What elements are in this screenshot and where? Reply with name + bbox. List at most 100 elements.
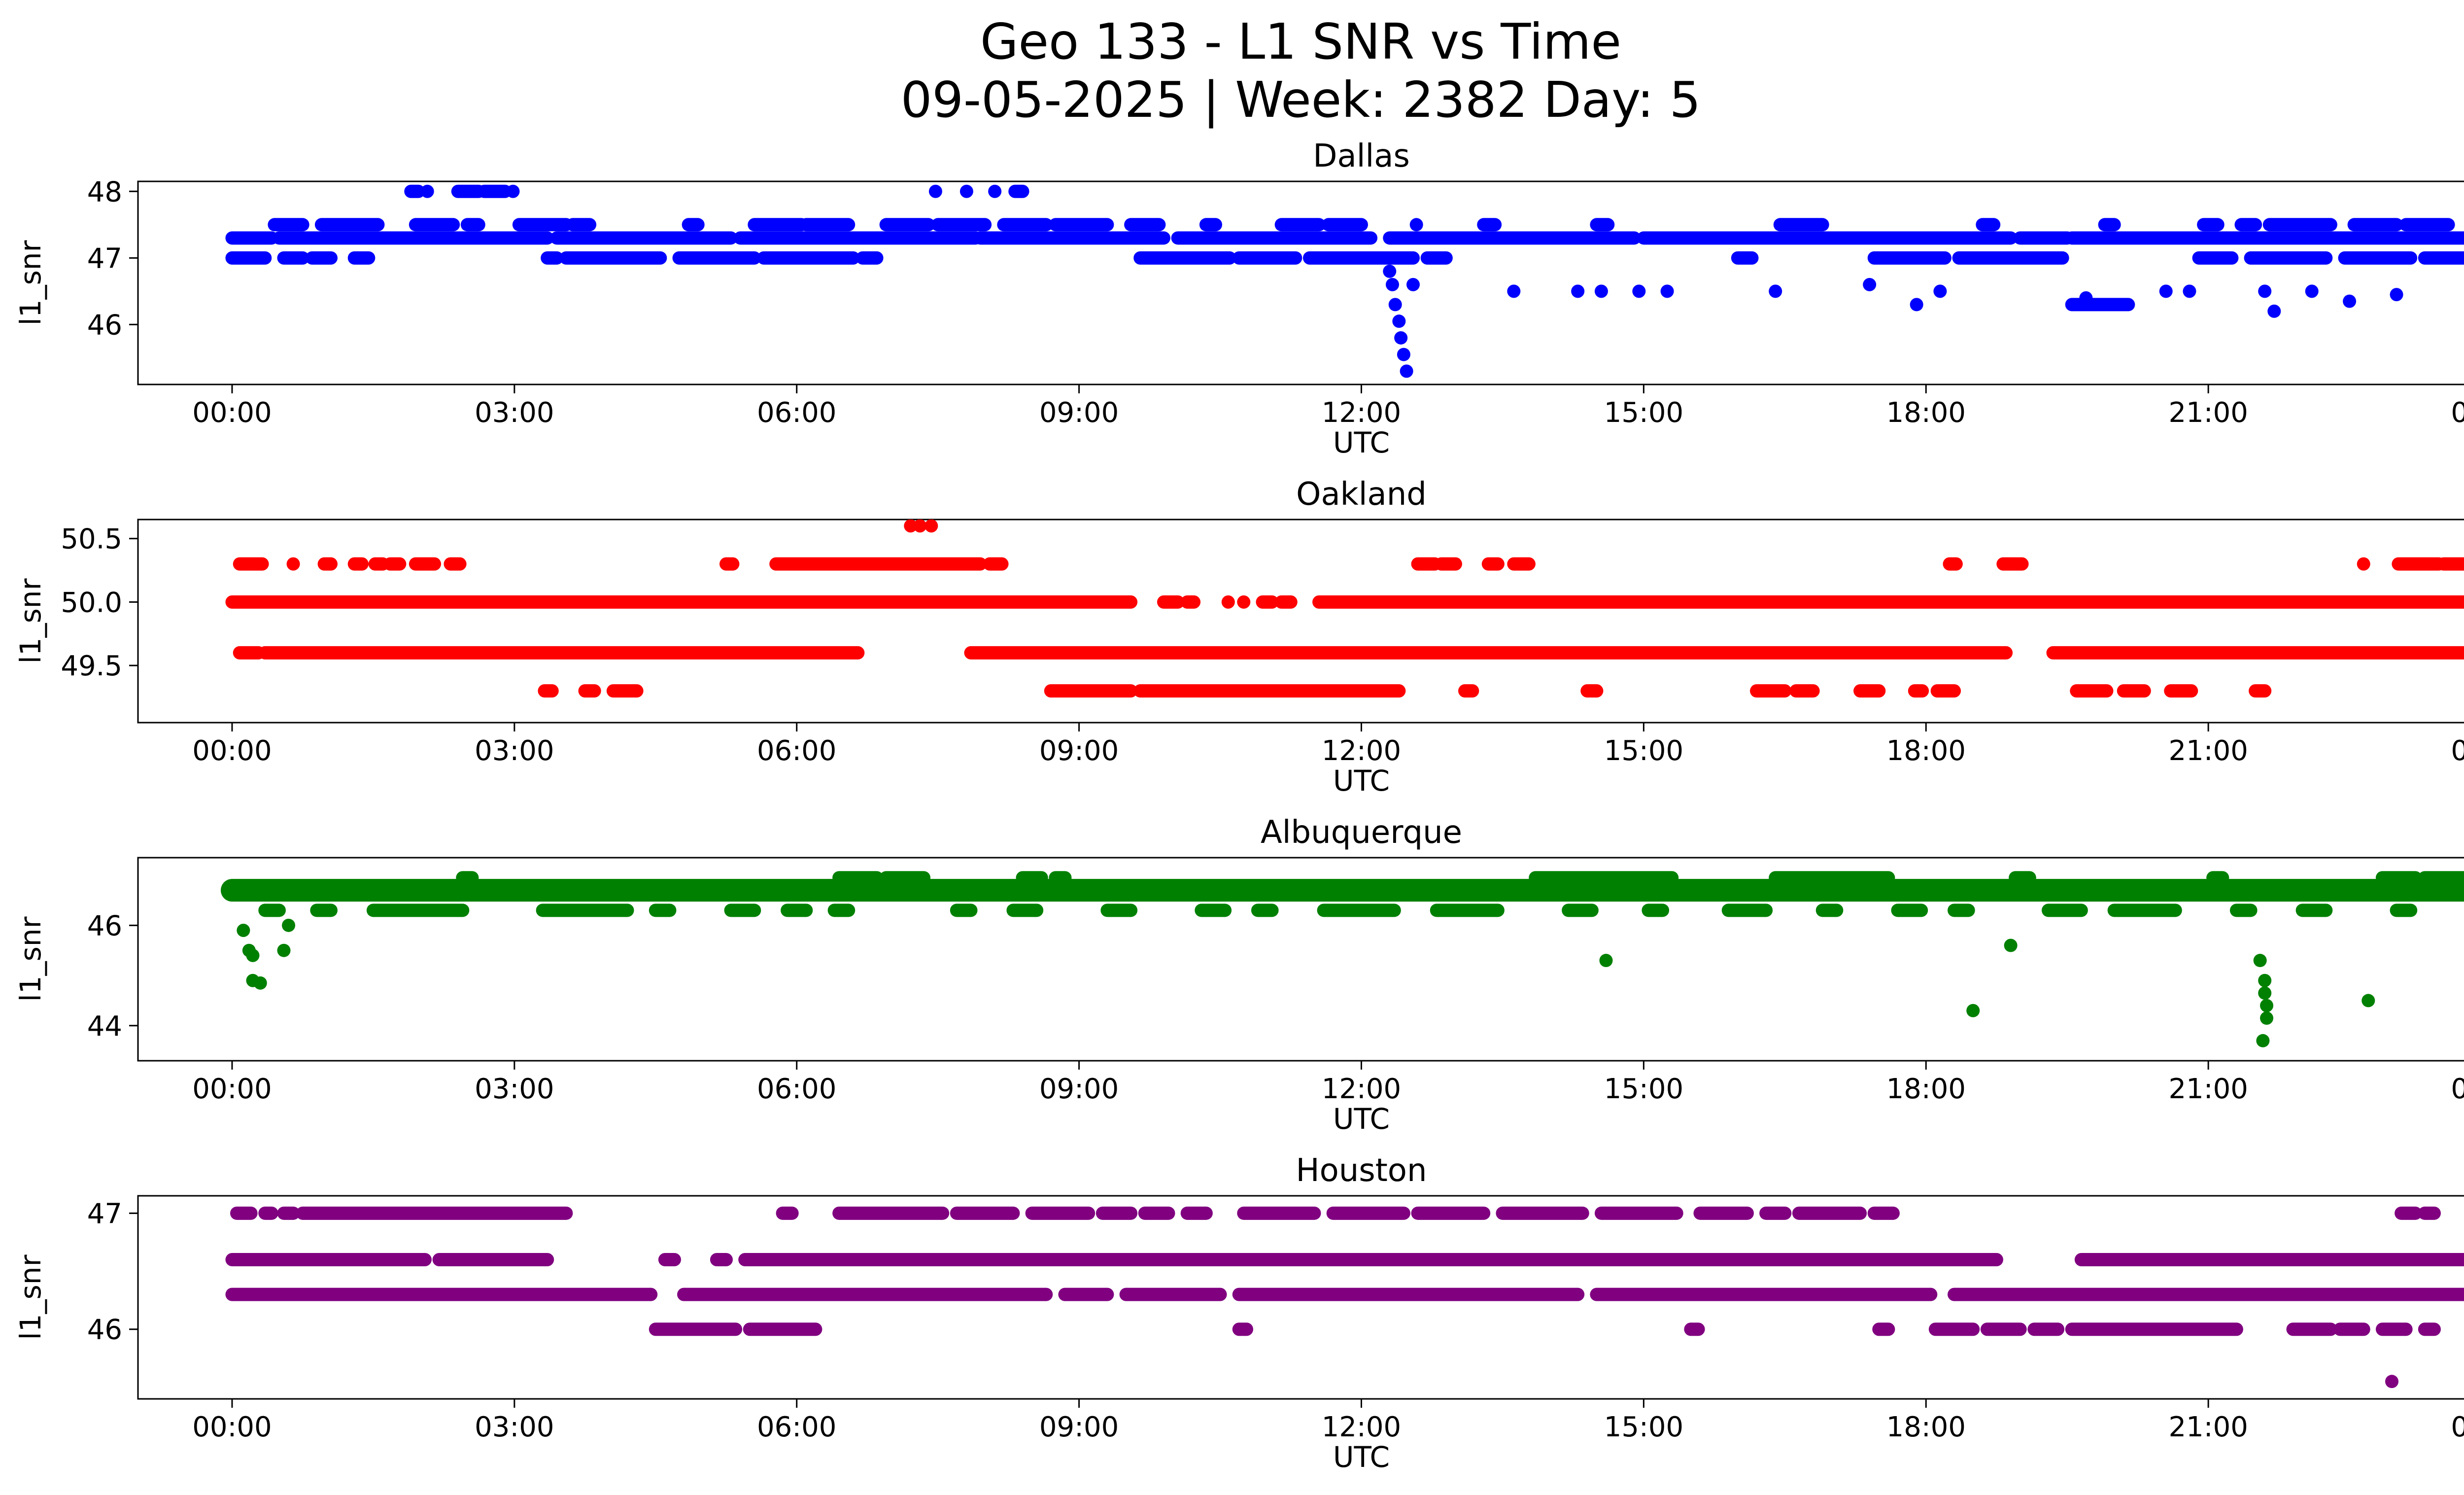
x-axis-label-dallas: UTC (1333, 426, 1390, 459)
scatter-point (1594, 284, 1608, 298)
scatter-point (2361, 994, 2375, 1008)
scatter-point (506, 184, 520, 198)
scatter-point (2079, 291, 2093, 305)
x-axis-label-oakland: UTC (1333, 764, 1390, 798)
x-tick-label: 09:00 (1039, 397, 1119, 426)
x-tick-label: 21:00 (2168, 735, 2248, 764)
x-tick-label: 06:00 (757, 397, 836, 426)
x-tick-label: 03:00 (475, 1411, 554, 1440)
scatter-point (904, 520, 918, 533)
scatter-point (237, 924, 250, 938)
scatter-point (286, 557, 300, 571)
x-tick-label: 12:00 (1322, 397, 1401, 426)
scatter-point (1863, 278, 1877, 291)
x-tick-label: 15:00 (1604, 397, 1683, 426)
y-tick-label: 49.5 (61, 650, 122, 682)
x-tick-label: 00:00 (192, 1411, 272, 1440)
scatter-point (282, 918, 296, 932)
scatter-point (1394, 331, 1408, 345)
scatter-point (2159, 284, 2173, 298)
x-tick-label: 00:00 (2451, 1411, 2464, 1440)
x-tick-label: 00:00 (2451, 1073, 2464, 1102)
x-tick-label: 15:00 (1604, 735, 1683, 764)
axes-albuquerque: 44 46 00:00 03:00 06:00 09:00 12:00 15:00 18:00 2… (87, 857, 2464, 1102)
scatter-point (2357, 557, 2370, 571)
y-axis-label-dallas: l1_snr (14, 240, 47, 326)
scatter-layer (220, 871, 2464, 1047)
scatter-point (1406, 278, 1420, 291)
x-tick-label: 15:00 (1604, 1073, 1683, 1102)
scatter-point (2004, 939, 2018, 952)
scatter-point (2385, 1375, 2399, 1389)
scatter-point (959, 184, 973, 198)
scatter-layer (225, 520, 2464, 698)
y-tick-label: 47 (87, 1198, 122, 1230)
x-tick-label: 09:00 (1039, 735, 1119, 764)
scatter-point (1660, 284, 1674, 298)
scatter-point (1632, 284, 1646, 298)
scatter-point (2258, 973, 2272, 987)
scatter-point (1910, 298, 1923, 312)
x-tick-label: 18:00 (1886, 735, 1966, 764)
scatter-point (2260, 1011, 2274, 1025)
y-tick-label: 50.5 (61, 523, 122, 556)
scatter-point (1221, 595, 1235, 609)
scatter-point (928, 184, 942, 198)
scatter-point (2258, 284, 2272, 298)
scatter-point (1397, 348, 1410, 361)
y-tick-label: 46 (87, 910, 122, 942)
subplot-houston: Houston l1_snr 46 47 00:00 03:00 06:00 09:00 1… (0, 1152, 2464, 1474)
figure-title: Geo 133 - L1 SNR vs Time 09-05-2025 | We… (0, 0, 2464, 129)
figure-title-line2: 09-05-2025 | Week: 2382 Day: 5 (900, 71, 1701, 129)
axes-oakland: 49.5 50.0 50.5 00:00 03:00 06:00 09:00 12:00 15:… (61, 519, 2464, 764)
y-tick-label: 44 (87, 1010, 122, 1043)
scatter-point (2256, 1034, 2270, 1047)
subplot-title-houston: Houston (1296, 1152, 1427, 1189)
x-tick-label: 18:00 (1886, 397, 1966, 426)
y-tick-label: 47 (87, 243, 122, 275)
scatter-point (246, 948, 260, 962)
x-tick-label: 03:00 (475, 397, 554, 426)
x-tick-label: 06:00 (757, 1411, 836, 1440)
scatter-point (2343, 294, 2357, 308)
subplot-albuquerque: Albuquerque l1_snr 44 46 00:00 03:00 06:00 09… (0, 814, 2464, 1136)
scatter-point (1571, 284, 1585, 298)
x-tick-label: 21:00 (2168, 1073, 2248, 1102)
scatter-point (2260, 999, 2274, 1012)
scatter-point (2183, 284, 2196, 298)
x-tick-label: 00:00 (192, 1073, 272, 1102)
x-tick-label: 00:00 (2451, 397, 2464, 426)
x-tick-label: 03:00 (475, 735, 554, 764)
plot-frame (137, 180, 2464, 385)
y-tick-label: 46 (87, 309, 122, 341)
scatter-point (1388, 298, 1402, 312)
x-tick-label: 12:00 (1322, 1073, 1401, 1102)
x-tick-label: 06:00 (757, 1073, 836, 1102)
subplot-dallas: Dallas l1_snr 46 47 48 00:00 03:00 06:00 09:00… (0, 138, 2464, 459)
x-axis-label-houston: UTC (1333, 1440, 1390, 1474)
y-axis-label-houston: l1_snr (14, 1254, 47, 1340)
subplot-oakland: Oakland l1_snr 49.5 50.0 50.5 00:00 03:00 06:… (0, 476, 2464, 798)
x-tick-label: 00:00 (192, 735, 272, 764)
x-tick-label: 06:00 (757, 735, 836, 764)
scatter-layer (225, 1206, 2464, 1389)
scatter-point (1507, 284, 1521, 298)
y-tick-label: 48 (87, 179, 122, 208)
scatter-point (2258, 986, 2272, 1000)
y-tick-label: 50.0 (61, 587, 122, 619)
scatter-point (2253, 954, 2267, 968)
x-tick-label: 21:00 (2168, 1411, 2248, 1440)
scatter-point (1769, 284, 1782, 298)
scatter-point (420, 184, 434, 198)
scatter-point (988, 184, 1002, 198)
scatter-point (2390, 288, 2403, 302)
subplot-title-dallas: Dallas (1313, 138, 1410, 174)
x-tick-label: 03:00 (475, 1073, 554, 1102)
x-tick-label: 18:00 (1886, 1411, 1966, 1440)
scatter-point (1386, 278, 1400, 291)
scatter-point (1933, 284, 1947, 298)
y-axis-label-albuquerque: l1_snr (14, 916, 47, 1002)
scatter-point (1237, 595, 1251, 609)
y-tick-label: 46 (87, 1314, 122, 1346)
x-tick-label: 00:00 (192, 397, 272, 426)
